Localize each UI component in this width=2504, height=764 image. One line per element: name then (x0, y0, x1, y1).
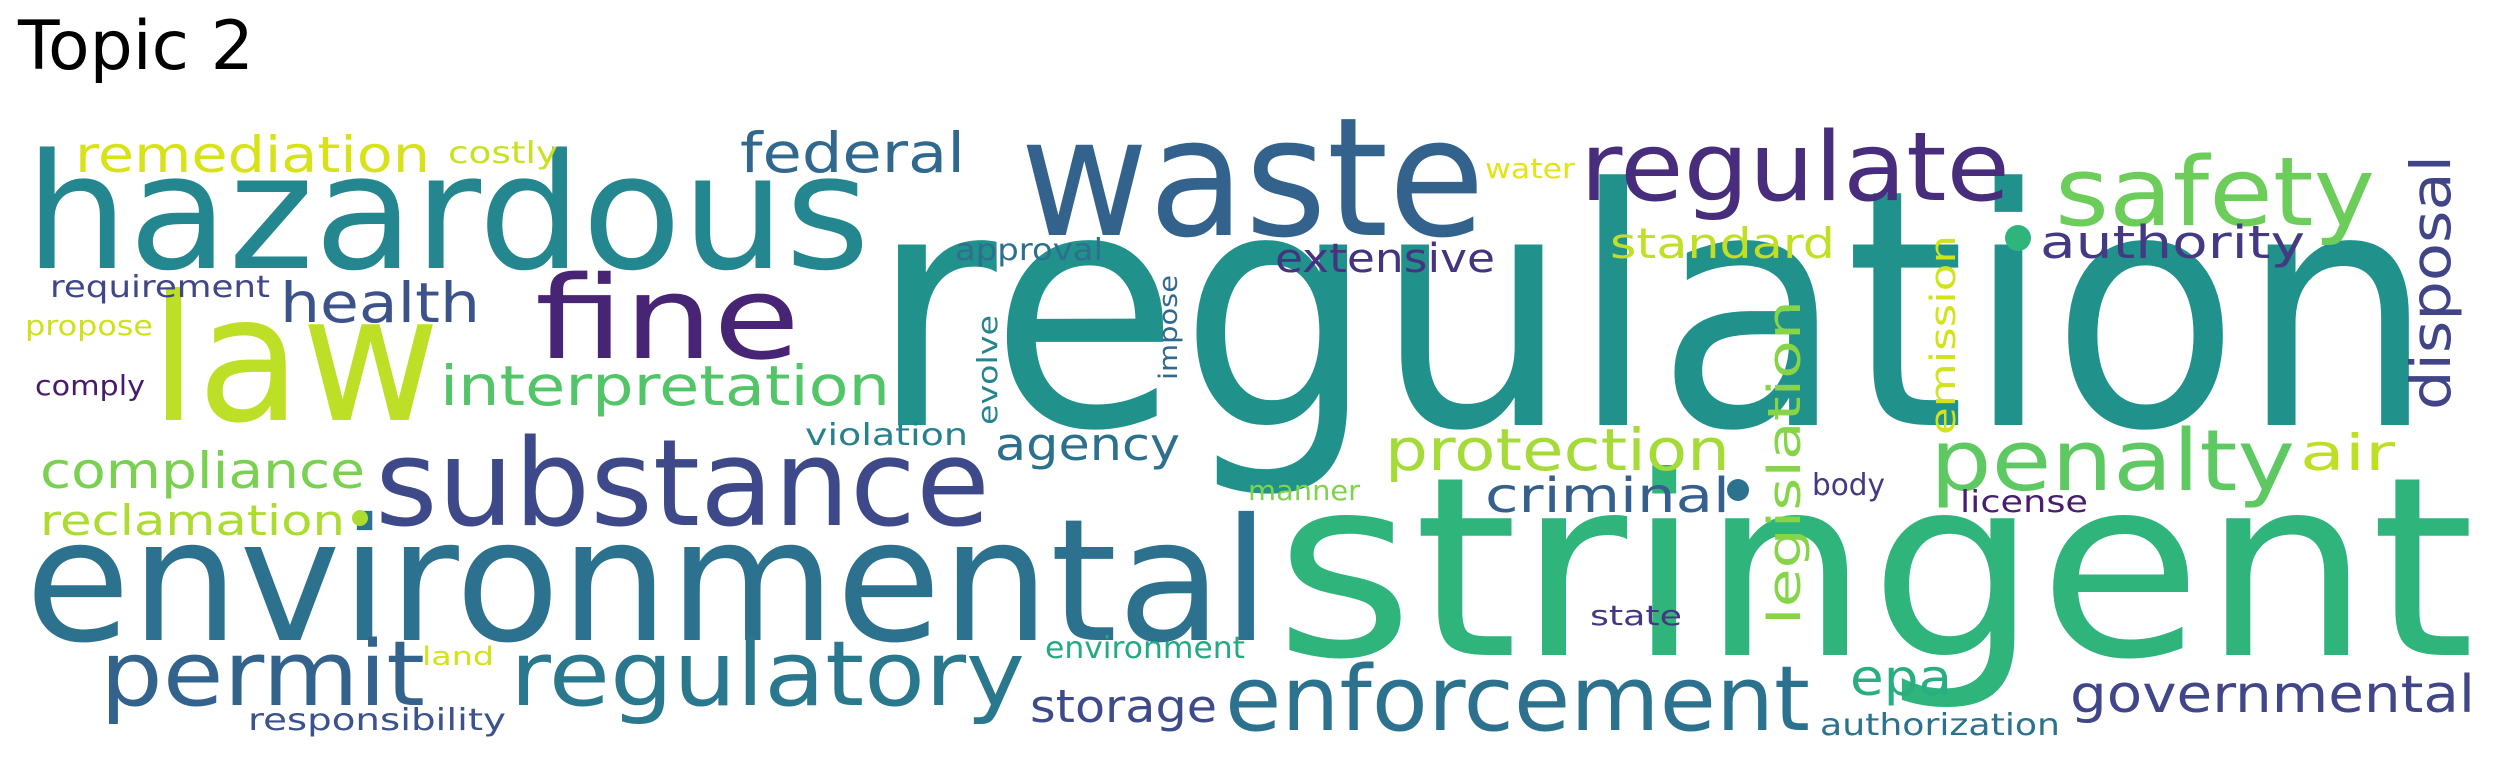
word-air: air (2300, 424, 2396, 482)
word-safety: safety (2055, 138, 2375, 248)
word-agency: agency (995, 418, 1180, 471)
word-extensive: extensive (1275, 236, 1495, 282)
word-approval: approval (955, 233, 1103, 268)
word-authority: authority (2040, 216, 2305, 269)
word-regulation: regulation (870, 119, 2435, 503)
word-substance: substance (375, 415, 990, 554)
word-governmental: governmental (2070, 665, 2475, 725)
word-criminal: criminal (1485, 468, 1730, 524)
word-violation: violation (805, 418, 968, 453)
word-land: land (422, 642, 494, 672)
word-costly: costly (448, 136, 558, 171)
word-health: health (280, 271, 480, 335)
word-reclamation: reclamation (40, 496, 345, 545)
word-interpretation: interpretation (440, 354, 890, 418)
word-fine: fine (535, 252, 800, 386)
word-evolve: evolve (971, 315, 1004, 425)
word-requirement: requirement (50, 270, 270, 305)
word-penalty: penalty (1930, 412, 2295, 511)
word-legislation: legislation (1758, 300, 1811, 625)
word-responsibility: responsibility (248, 703, 506, 738)
word-waste: waste (1020, 82, 1485, 274)
word-disposal: disposal (2399, 155, 2463, 410)
word-law: law (150, 259, 440, 462)
word-environment: environment (1045, 631, 1245, 666)
dot-mark (2005, 225, 2031, 251)
figure-title: Topic 2 (18, 7, 254, 86)
word-state: state (1590, 599, 1682, 632)
word-federal: federal (740, 121, 965, 185)
word-compliance: compliance (40, 442, 365, 500)
word-regulate: regulate (1580, 113, 2010, 223)
word-propose: propose (25, 309, 153, 342)
word-permit: permit (100, 622, 425, 727)
dot-mark (352, 510, 368, 526)
dot-mark (1727, 479, 1749, 501)
word-regulatory: regulatory (510, 622, 1025, 727)
word-epa: epa (1850, 649, 1952, 707)
word-impose: impose (1154, 275, 1184, 380)
word-manner: manner (1248, 474, 1360, 507)
word-storage: storage (1030, 680, 1217, 733)
word-protection: protection (1385, 416, 1730, 484)
word-enforcement: enforcement (1225, 647, 1810, 752)
word-water: water (1485, 152, 1576, 185)
word-environmental: environmental (25, 483, 1270, 681)
word-remediation: remediation (75, 126, 430, 184)
word-stringent: stringent (1275, 423, 2475, 714)
word-body: body (1812, 468, 1885, 503)
word-authorization: authorization (1820, 708, 2060, 743)
word-license: license (1960, 485, 2088, 520)
word-emission: emission (1924, 235, 1964, 435)
word-comply: comply (35, 369, 145, 402)
word-hazardous: hazardous (25, 119, 870, 306)
word-standard: standard (1610, 219, 1835, 268)
